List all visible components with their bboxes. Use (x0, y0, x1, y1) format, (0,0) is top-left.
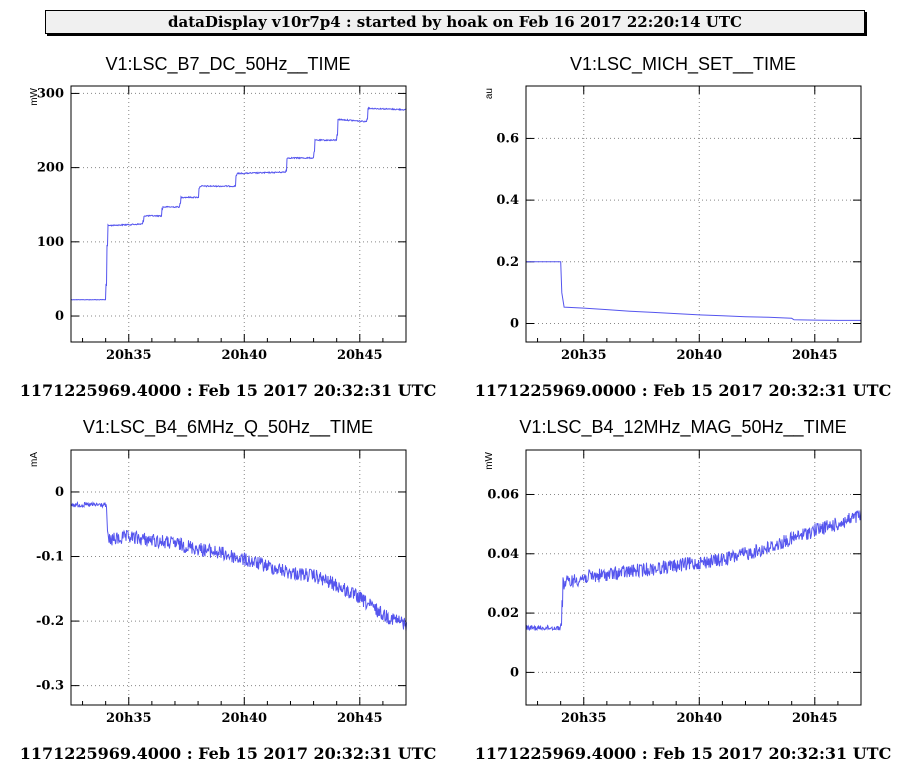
plot-1-y-tick-label: 100 (37, 235, 64, 250)
plot-2-x-tick-label: 20h35 (561, 348, 607, 363)
plot-3-series-line (70, 500, 407, 632)
plot-4-background (526, 450, 861, 705)
plot-4-x-tick-label: 20h40 (676, 711, 722, 726)
plot-4-frame (525, 449, 862, 706)
plot-1-x-tick-label: 20h40 (221, 348, 267, 363)
plot-1-y-unit: mW (29, 87, 40, 105)
plot-1-y-tick-label: 200 (37, 161, 64, 176)
plot-1-timestamp-footer: 1171225969.4000 : Feb 15 2017 20:32:31 U… (20, 381, 437, 400)
plot-2-y-tick-label: 0.6 (496, 131, 519, 146)
plot-4-x-tick-label: 20h45 (792, 711, 838, 726)
plot-4-y-tick-label: 0.02 (487, 606, 519, 621)
plot-1-background (71, 86, 406, 342)
plot-3-x-tick-label: 20h40 (221, 711, 267, 726)
plot-3-background (71, 450, 406, 705)
plot-3-y-tick-label: -0.2 (36, 614, 64, 629)
plot-2-timestamp-footer: 1171225969.0000 : Feb 15 2017 20:32:31 U… (475, 381, 892, 400)
plot-2-title: V1:LSC_MICH_SET__TIME (570, 54, 796, 75)
plot-2-y-tick-label: 0.2 (496, 255, 519, 270)
plot-2-frame (525, 85, 862, 343)
plot-3-x-tick-label: 20h35 (106, 711, 152, 726)
plot-3-y-tick-label: 0 (55, 485, 64, 500)
plot-3-y-tick-label: -0.3 (36, 679, 64, 694)
plot-2-y-unit: au (484, 88, 495, 99)
plot-3-x-tick-label: 20h45 (337, 711, 383, 726)
plot-2-x-tick-label: 20h40 (676, 348, 722, 363)
plot-4-series-line (525, 509, 862, 632)
plot-1-title: V1:LSC_B7_DC_50Hz__TIME (105, 54, 350, 75)
plot-2-background (526, 86, 861, 342)
plot-3-timestamp-footer: 1171225969.4000 : Feb 15 2017 20:32:31 U… (20, 744, 437, 763)
plot-4-y-tick-label: 0 (510, 665, 519, 680)
plot-4-y-tick-label: 0.04 (487, 547, 519, 562)
plot-4-y-tick-label: 0.06 (487, 487, 519, 502)
plot-4-timestamp-footer: 1171225969.4000 : Feb 15 2017 20:32:31 U… (475, 744, 892, 763)
app-title-banner: dataDisplay v10r7p4 : started by hoak on… (45, 10, 865, 34)
plot-2-x-tick-label: 20h45 (792, 348, 838, 363)
plot-1-y-tick-label: 0 (55, 309, 64, 324)
plot-3-frame (70, 449, 407, 706)
plot-4-title: V1:LSC_B4_12MHz_MAG_50Hz__TIME (519, 417, 846, 438)
plot-1-x-tick-label: 20h35 (106, 348, 152, 363)
plot-3-y-tick-label: -0.1 (36, 550, 64, 565)
plot-2-y-tick-label: 0 (510, 316, 519, 331)
plot-3-title: V1:LSC_B4_6MHz_Q_50Hz__TIME (83, 417, 373, 438)
plot-2-y-tick-label: 0.4 (496, 193, 519, 208)
plot-4-x-tick-label: 20h35 (561, 711, 607, 726)
plot-1-frame (70, 85, 407, 343)
plot-1-series-line (70, 106, 407, 301)
plot-1-y-tick-label: 300 (37, 86, 64, 101)
plot-2-series-line (526, 261, 861, 321)
plot-3-y-unit: mA (29, 452, 40, 467)
plot-1-x-tick-label: 20h45 (337, 348, 383, 363)
plot-4-y-unit: mW (484, 451, 495, 469)
